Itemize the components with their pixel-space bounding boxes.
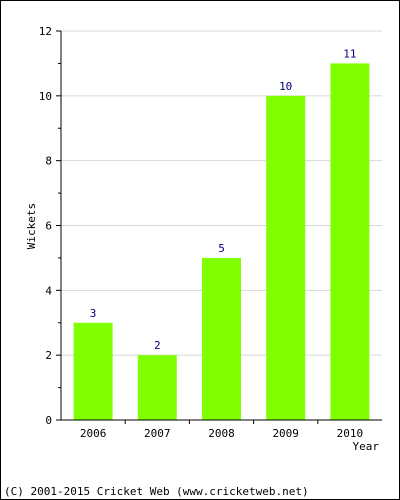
x-tick-label-2009: 2009 — [272, 427, 299, 440]
data-label-2009: 10 — [279, 80, 292, 93]
bar-2009 — [266, 95, 306, 420]
y-tick-label: 4 — [45, 284, 52, 297]
y-tick-label: 0 — [45, 414, 52, 427]
value-labels: 3 2 5 10 11 — [90, 47, 357, 352]
data-label-2006: 3 — [90, 307, 97, 320]
bar-2007 — [137, 355, 177, 420]
y-tick-label: 12 — [39, 25, 52, 38]
gridlines — [61, 30, 382, 356]
x-tick-label-2006: 2006 — [80, 427, 107, 440]
bar-2008 — [202, 257, 241, 420]
x-axis-label: Year — [353, 440, 380, 453]
y-tick-labels: 0 2 4 6 8 10 12 — [39, 25, 53, 427]
footer-copyright: (C) 2001-2015 Cricket Web (www.cricketwe… — [4, 485, 309, 498]
y-tick-label: 8 — [45, 155, 52, 168]
y-axis-label: Wickets — [25, 203, 38, 249]
y-tick-label: 6 — [45, 220, 52, 233]
bars — [73, 63, 370, 421]
data-label-2010: 11 — [343, 47, 356, 60]
x-tick-labels: 2006 2007 2008 2009 2010 — [80, 427, 363, 440]
y-tick-label: 2 — [45, 349, 52, 362]
y-tick-label: 10 — [39, 90, 52, 103]
axes — [56, 30, 382, 424]
x-tick-label-2008: 2008 — [208, 427, 235, 440]
x-tick-label-2007: 2007 — [144, 427, 171, 440]
bar-2010 — [330, 63, 370, 421]
data-label-2007: 2 — [154, 339, 161, 352]
x-tick-label-2010: 2010 — [337, 427, 364, 440]
data-label-2008: 5 — [218, 242, 225, 255]
bar-2006 — [73, 322, 113, 420]
